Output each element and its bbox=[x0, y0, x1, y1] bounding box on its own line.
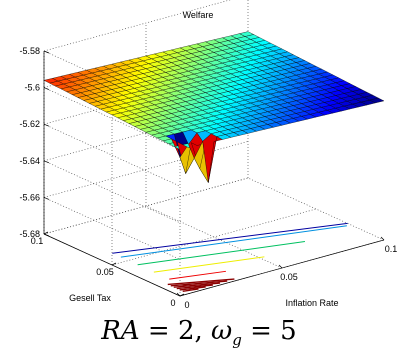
x-tick-label-0: 0 bbox=[184, 300, 189, 310]
z-tick-mark-2 bbox=[44, 124, 49, 126]
z-tick-mark-3 bbox=[44, 161, 49, 163]
caption-separator: , bbox=[195, 316, 212, 346]
y-tick-label-2: 0.1 bbox=[31, 236, 44, 246]
x-tick-mark-2 bbox=[381, 237, 384, 240]
caption-ra-value: 2 bbox=[178, 316, 195, 346]
y-tick-label-0: 0 bbox=[170, 298, 175, 308]
x-axis-label: Inflation Rate bbox=[285, 298, 338, 308]
z-tick-label-3: -5.64 bbox=[19, 156, 40, 166]
x-tick-mark-1 bbox=[279, 265, 282, 268]
contour-line-3 bbox=[138, 242, 305, 265]
grid-line-y-floor-2 bbox=[44, 178, 248, 234]
contour-line-2 bbox=[154, 257, 265, 272]
caption-omega-subscript: g bbox=[232, 331, 242, 349]
caption-ra-symbol: RA bbox=[101, 316, 139, 346]
z-tick-mark-4 bbox=[44, 197, 49, 199]
caption-omega-symbol: ω bbox=[211, 316, 232, 346]
contour-line-5 bbox=[112, 223, 347, 253]
caption-equals-1: = bbox=[140, 316, 178, 346]
z-tick-label-2: -5.62 bbox=[19, 119, 40, 129]
z-tick-label-0: -5.58 bbox=[19, 46, 40, 56]
y-tick-label-1: 0.05 bbox=[96, 267, 114, 277]
contour-line-4 bbox=[121, 226, 347, 257]
contour-line-1 bbox=[169, 271, 226, 279]
caption-equals-2: = bbox=[242, 316, 280, 346]
caption-omega-value: 5 bbox=[280, 316, 297, 346]
z-tick-mark-0 bbox=[44, 51, 49, 53]
z-tick-mark-1 bbox=[44, 88, 49, 90]
z-tick-mark-5 bbox=[44, 234, 49, 236]
x-tick-label-1: 0.05 bbox=[280, 272, 298, 282]
z-tick-label-4: -5.66 bbox=[19, 192, 40, 202]
chart-title: Welfare bbox=[183, 10, 214, 20]
surface-mesh bbox=[44, 32, 384, 183]
y-axis-label: Gesell Tax bbox=[69, 293, 111, 303]
z-tick-label-1: -5.6 bbox=[24, 83, 40, 93]
parameter-caption: RA = 2, ωg = 5 bbox=[0, 316, 398, 349]
x-tick-label-2: 0.1 bbox=[385, 244, 398, 254]
grid-line-y-floor-1 bbox=[112, 209, 316, 265]
